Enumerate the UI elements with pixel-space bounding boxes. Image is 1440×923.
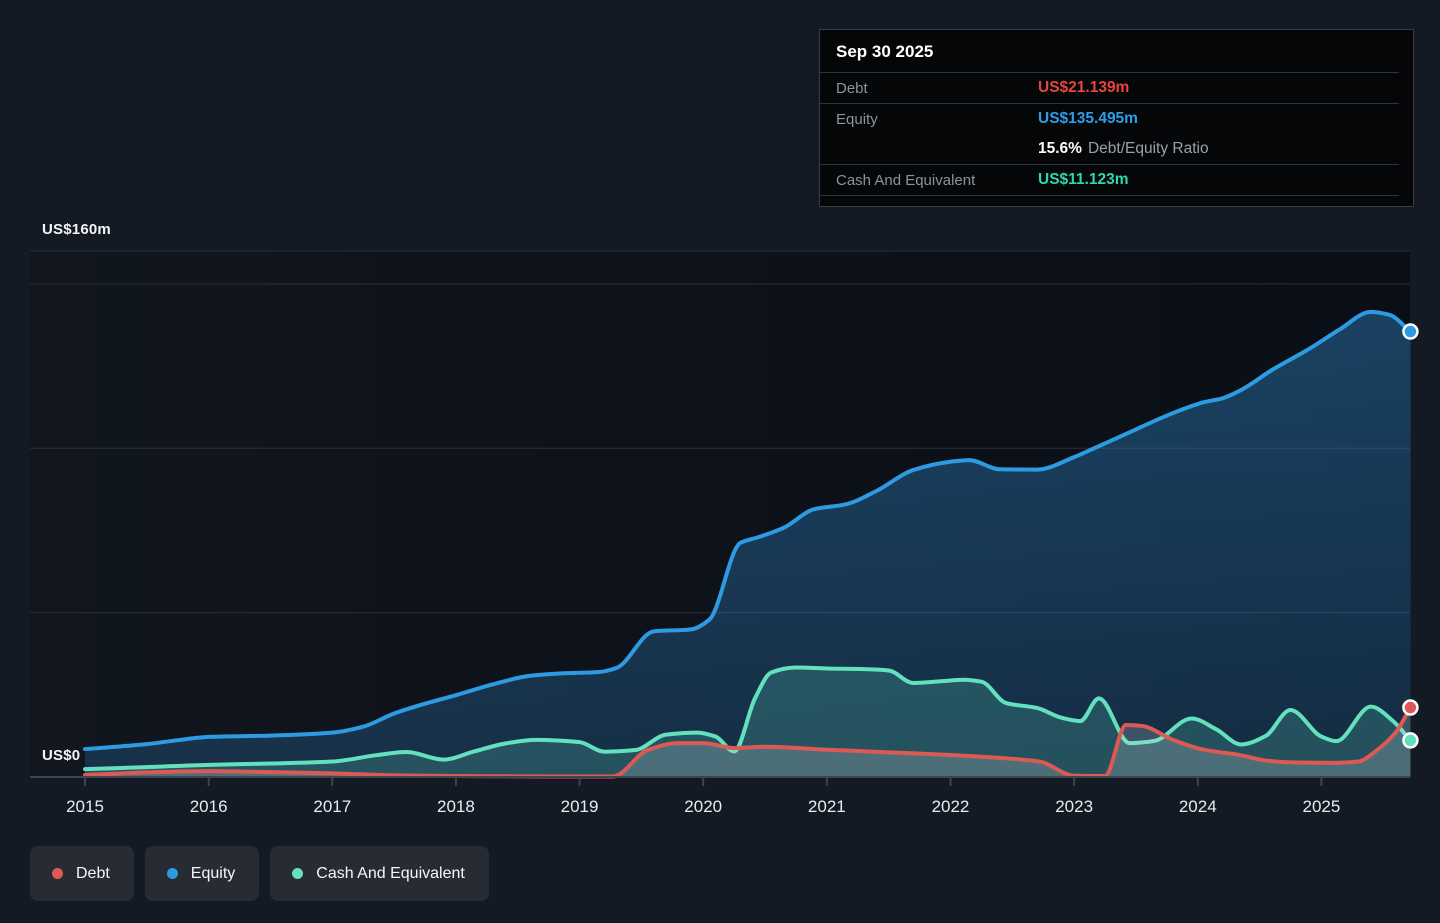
legend-label-equity: Equity [190, 864, 236, 882]
y-axis-label-zero: US$0 [42, 747, 81, 764]
x-tick-label-2015: 2015 [66, 797, 104, 816]
tooltip-equity-value: US$135.495m [1038, 110, 1138, 127]
debt-end-marker [1402, 699, 1419, 716]
tooltip-row-cash: Cash And Equivalent US$11.123m [820, 164, 1399, 195]
tooltip-row-debt: Debt US$21.139m [820, 72, 1399, 103]
y-axis-label-max: US$160m [42, 221, 111, 238]
x-tick-label-2020: 2020 [684, 797, 722, 816]
equity-line [83, 309, 1413, 752]
tooltip-row-equity: Equity US$135.495m [820, 103, 1399, 134]
x-tick-label-2016: 2016 [190, 797, 228, 816]
tooltip-date: Sep 30 2025 [836, 42, 934, 61]
tooltip-ratio-value: 15.6% [1038, 140, 1082, 157]
legend-label-debt: Debt [76, 864, 110, 882]
tooltip-ratio-label: Debt/Equity Ratio [1087, 140, 1209, 157]
tooltip-cash-value: US$11.123m [1038, 171, 1129, 188]
equity-legend-dot-icon [166, 868, 178, 879]
tooltip-bottom-divider [820, 195, 1399, 206]
tooltip-cash-label: Cash And Equivalent [836, 171, 976, 189]
legend-label-cash: Cash And Equivalent [316, 864, 465, 882]
tooltip-equity-label: Equity [836, 110, 878, 128]
debt-legend-dot-icon [52, 868, 63, 879]
cash-line [83, 665, 1413, 772]
x-tick-label-2017: 2017 [313, 797, 351, 816]
equity-end-marker [1402, 323, 1419, 340]
debt-line [83, 705, 1413, 779]
legend-chip-cash[interactable]: Cash And Equivalent [270, 846, 489, 901]
tooltip-row-ratio: 15.6% Debt/Equity Ratio [820, 134, 1399, 164]
debt-area [85, 707, 1411, 777]
legend-chip-debt[interactable]: Debt [30, 846, 134, 901]
x-tick-label-2023: 2023 [1055, 797, 1093, 816]
x-tick-label-2018: 2018 [437, 797, 475, 816]
tooltip-debt-value: US$21.139m [1038, 79, 1130, 96]
x-tick-label-2022: 2022 [932, 797, 970, 816]
x-tick-label-2021: 2021 [808, 797, 846, 816]
chart-legend: Debt Equity Cash And Equivalent [30, 846, 489, 901]
x-tick-label-2024: 2024 [1179, 797, 1217, 816]
cash-end-marker [1402, 732, 1419, 749]
equity-area [85, 311, 1411, 777]
tooltip-debt-label: Debt [836, 79, 868, 97]
x-tick-label-2025: 2025 [1302, 797, 1340, 816]
chart-tooltip: Sep 30 2025 Debt US$21.139m Equity US$13… [819, 29, 1414, 207]
cash-legend-dot-icon [292, 868, 304, 879]
x-tick-label-2019: 2019 [561, 797, 599, 816]
legend-chip-equity[interactable]: Equity [144, 846, 260, 901]
